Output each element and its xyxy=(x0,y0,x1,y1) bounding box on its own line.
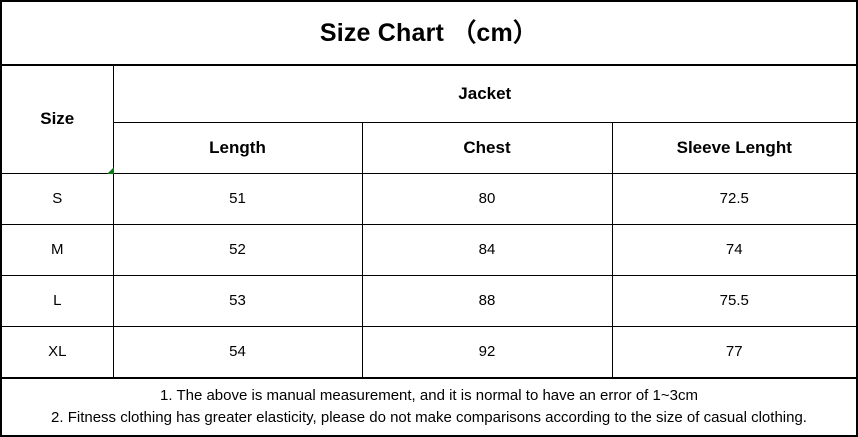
note-line-2: 2. Fitness clothing has greater elastici… xyxy=(51,408,807,426)
cell-size-xl: XL xyxy=(2,325,114,378)
cell-sleeve-l: 75.5 xyxy=(611,274,856,327)
table-row: M 52 84 74 xyxy=(2,223,856,276)
table-row: S 51 80 72.5 xyxy=(2,172,856,225)
note-line-1: 1. The above is manual measurement, and … xyxy=(160,387,698,404)
cell-length-s: 51 xyxy=(112,172,363,225)
cell-chest-xl: 92 xyxy=(361,325,613,378)
header-group-jacket: Jacket xyxy=(112,66,856,123)
cell-size-m: M xyxy=(2,223,114,276)
table-row: L 53 88 75.5 xyxy=(2,274,856,327)
cell-chest-m: 84 xyxy=(361,223,613,276)
cell-sleeve-s: 72.5 xyxy=(611,172,856,225)
table-row: XL 54 92 77 xyxy=(2,325,856,378)
cell-length-xl: 54 xyxy=(112,325,363,378)
cell-size-l: L xyxy=(2,274,114,327)
cell-length-l: 53 xyxy=(112,274,363,327)
header-sleeve-lenght: Sleeve Lenght xyxy=(611,121,856,174)
footer-notes: 1. The above is manual measurement, and … xyxy=(2,377,856,435)
cell-chest-s: 80 xyxy=(361,172,613,225)
size-chart-table: Size Jacket Length Chest Sleeve Lenght S… xyxy=(2,66,856,378)
header-chest: Chest xyxy=(361,121,613,174)
header-size: Size xyxy=(2,66,114,174)
cell-sleeve-xl: 77 xyxy=(611,325,856,378)
cell-sleeve-m: 74 xyxy=(611,223,856,276)
cell-corner-marker-icon xyxy=(106,166,114,174)
header-length: Length xyxy=(113,121,363,174)
cell-chest-l: 88 xyxy=(361,274,613,327)
cell-size-s: S xyxy=(2,172,114,225)
table-header-sub-row: Length Chest Sleeve Lenght xyxy=(2,121,856,174)
page-title: Size Chart （cm） xyxy=(319,18,539,47)
cell-length-m: 52 xyxy=(112,223,363,276)
table-header-group-row: Size Jacket xyxy=(2,66,856,174)
header-size-label: Size xyxy=(40,109,75,129)
title-band: Size Chart （cm） xyxy=(2,2,856,66)
